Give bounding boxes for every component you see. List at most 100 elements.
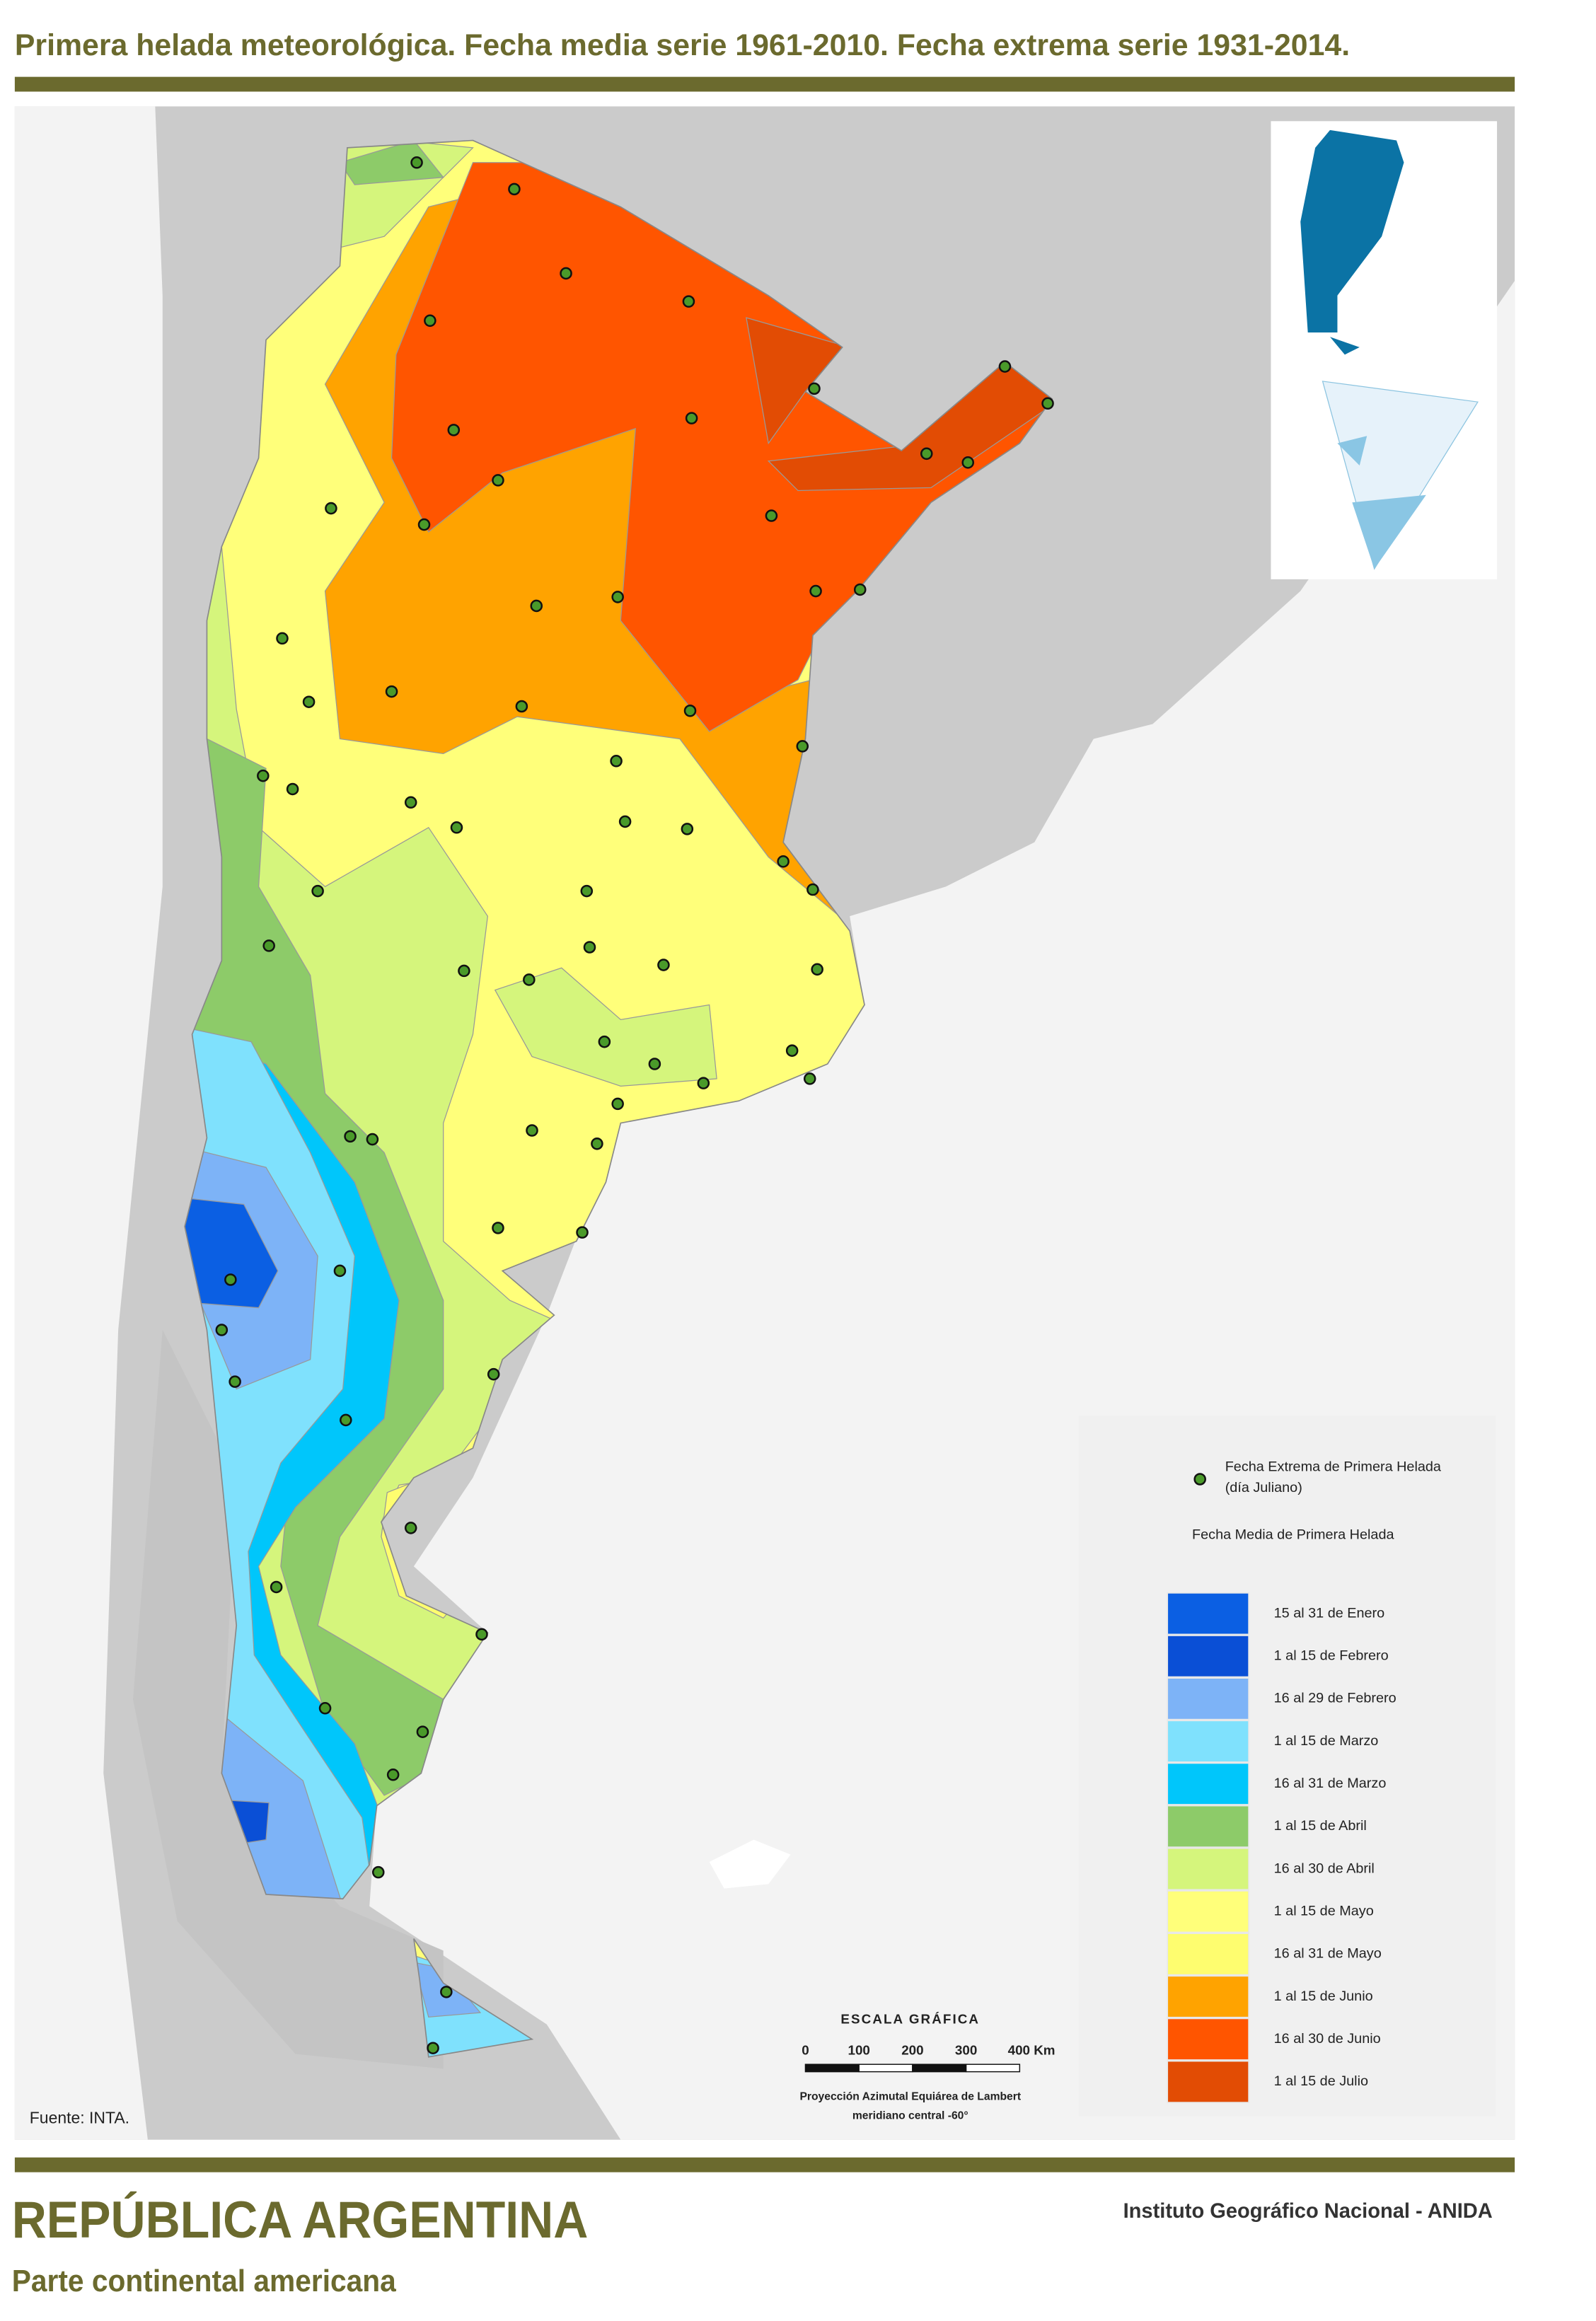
station-dot [458, 964, 470, 978]
scale-segment [965, 2064, 1021, 2073]
projection: meridiano central -60° [852, 2109, 968, 2122]
station-dot [257, 769, 270, 782]
station-dot [410, 156, 423, 169]
legend-swatch [1167, 1720, 1249, 1763]
bottom-bar [14, 2157, 1515, 2172]
zone [494, 967, 717, 1087]
legend-swatch [1167, 1635, 1249, 1678]
station-dot [416, 1725, 429, 1738]
station-dot [311, 884, 324, 898]
station-dot [526, 1124, 538, 1137]
legend-dot-label: (día Juliano) [1225, 1480, 1302, 1495]
legend-label: 1 al 15 de Mayo [1274, 1903, 1374, 1918]
station-dot [811, 963, 823, 976]
zone [339, 140, 444, 185]
station-dot [286, 782, 299, 796]
station-dot [961, 456, 975, 469]
legend-swatch [1167, 1847, 1249, 1891]
station-dot [447, 424, 461, 436]
station-dot [515, 700, 528, 713]
legend-swatch [1167, 1762, 1249, 1805]
scale-segment [858, 2064, 913, 2073]
station-dot [576, 1226, 589, 1239]
legend-dot [1193, 1473, 1206, 1486]
station-dot [427, 2042, 439, 2054]
station-dot [270, 1580, 283, 1594]
projection: Proyección Azimutal Equiárea de Lambert [799, 2090, 1021, 2102]
source: Fuente: INTA. [30, 2109, 129, 2127]
station-dot [560, 267, 572, 280]
station-dot [785, 1044, 799, 1057]
station-dot [853, 583, 867, 596]
station-dot [809, 584, 822, 598]
station-dot [610, 755, 623, 768]
station-dot [262, 939, 275, 952]
station-dot [450, 821, 463, 834]
station-dot [475, 1628, 488, 1641]
legend-label: 16 al 31 de Mayo [1274, 1946, 1382, 1962]
station-dot [920, 447, 933, 461]
station-dot [229, 1375, 241, 1388]
station-dot [215, 1324, 229, 1336]
station-dot [580, 884, 594, 898]
islands [709, 1839, 791, 1889]
legend-swatch [1167, 1677, 1249, 1720]
scale-segment [804, 2064, 860, 2073]
station-dot [683, 704, 697, 717]
station-dot [333, 1264, 347, 1278]
station-dot [648, 1058, 661, 1070]
station-dot [508, 183, 521, 196]
legend-label: 16 al 30 de Junio [1274, 2031, 1381, 2047]
station-dot [386, 1768, 400, 1781]
station-dot [440, 1986, 453, 1998]
station-dot [796, 740, 809, 753]
inset-argentina [1300, 129, 1404, 355]
station-dot [224, 1273, 237, 1286]
legend-label: 1 al 15 de Marzo [1274, 1733, 1379, 1749]
legend-swatch [1167, 1805, 1249, 1848]
station-dot [611, 1097, 624, 1111]
station-dot [765, 509, 778, 522]
station-dot [685, 412, 698, 424]
station-dot [530, 599, 543, 613]
station-dot [697, 1077, 710, 1089]
station-dot [611, 591, 624, 603]
footer-institute: Instituto Geográfico Nacional - ANIDA [1123, 2200, 1493, 2223]
legend-items: 15 al 31 de Enero 1 al 15 de Febrero 16 al… [1167, 1592, 1396, 2103]
legend-label: 1 al 15 de Febrero [1274, 1648, 1389, 1663]
legend-label: 16 al 31 de Marzo [1274, 1776, 1387, 1791]
legend-dot-label: Fecha Extrema de Primera Helada [1225, 1459, 1442, 1475]
legend-swatch [1167, 1592, 1249, 1636]
scale-label: 100 [848, 2042, 869, 2057]
station-dot [583, 941, 596, 954]
chile-south [133, 1330, 444, 2069]
scale-label: 400 Km [1008, 2042, 1056, 2057]
scale-label: 0 [802, 2042, 809, 2057]
station-dot [523, 973, 536, 986]
station-dot [681, 823, 694, 835]
station-dot [325, 502, 337, 515]
station-dot [492, 1222, 504, 1234]
legend-label: 15 al 31 de Enero [1274, 1605, 1385, 1621]
scale-segment [912, 2064, 967, 2073]
station-dot [371, 1865, 385, 1879]
station-dot [366, 1133, 379, 1146]
station-dot [598, 1035, 611, 1048]
station-dot [591, 1138, 603, 1150]
station-dot [808, 382, 821, 395]
legend-box [1078, 1416, 1496, 2117]
station-dot [803, 1072, 816, 1085]
legend-swatch [1167, 1975, 1249, 2018]
station-dot [1041, 397, 1054, 410]
station-dot [492, 474, 504, 487]
legend-label: 1 al 15 de Julio [1274, 2073, 1368, 2089]
station-dot [344, 1130, 357, 1143]
legend-swatch [1167, 1933, 1249, 1976]
station-dot [302, 695, 316, 709]
station-dot [682, 295, 695, 308]
station-dot [806, 883, 819, 896]
station-dot [424, 314, 436, 328]
station-dot [404, 1522, 417, 1534]
inset-antarctica [1337, 436, 1426, 569]
